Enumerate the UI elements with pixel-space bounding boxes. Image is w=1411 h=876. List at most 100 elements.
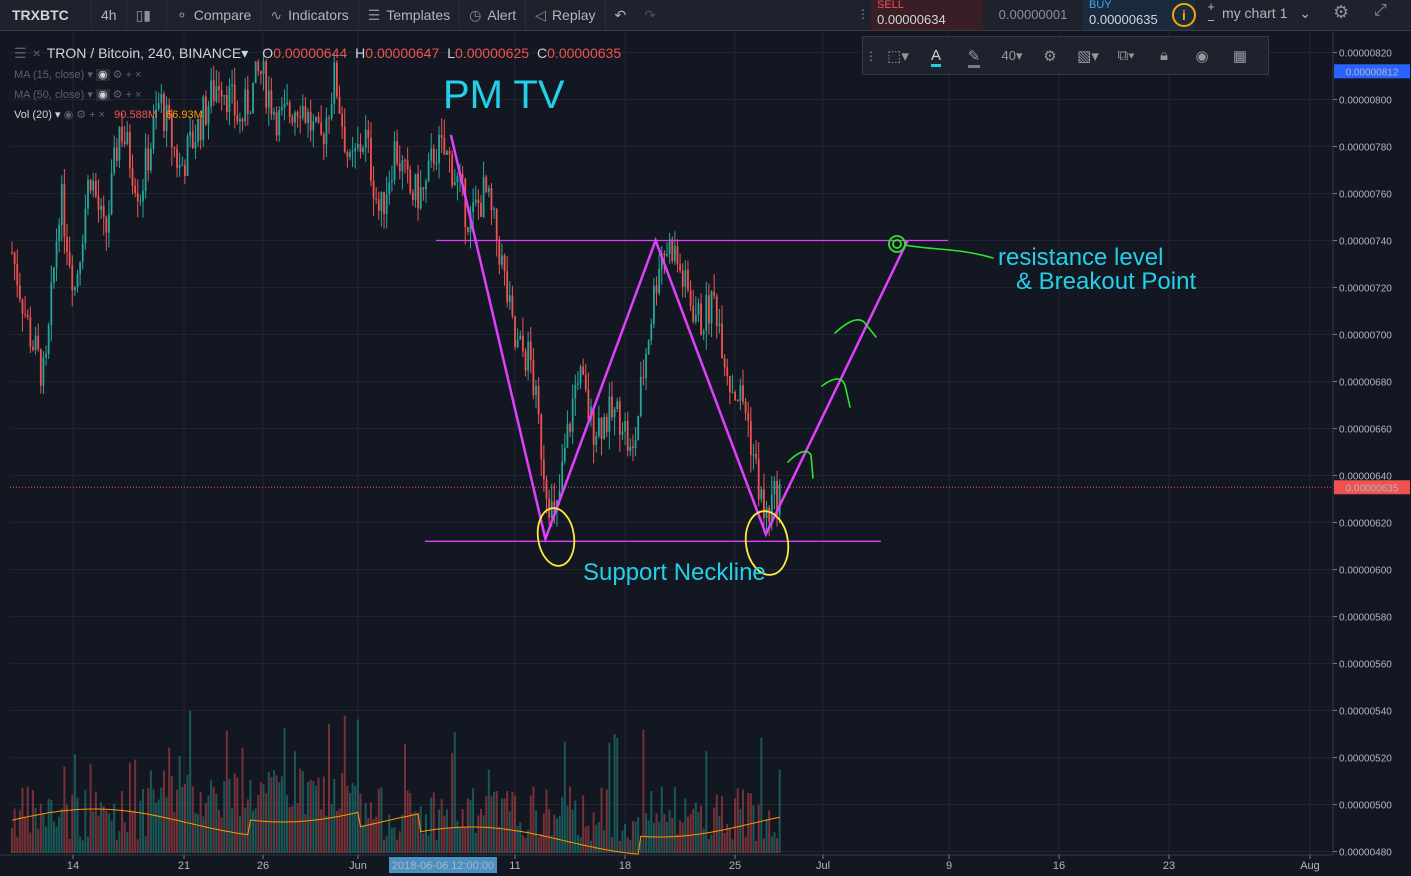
templates-button[interactable]: ☰ Templates	[359, 0, 461, 30]
plus-icon[interactable]: +	[1207, 0, 1215, 14]
lock-icon: 🔒︎	[1160, 47, 1168, 64]
eye-icon[interactable]: ◉	[63, 109, 74, 121]
breakout-label[interactable]: & Breakout Point	[1016, 268, 1197, 295]
prev-price-label: 0.00000812	[1334, 64, 1410, 79]
arrow-stroke-2	[821, 378, 851, 408]
pm-tv-label[interactable]: PM TV	[443, 73, 565, 117]
interval-button[interactable]: 4h	[92, 0, 127, 30]
candle-body	[108, 214, 110, 233]
volume-bar	[280, 776, 283, 853]
eye-icon[interactable]: ◉	[95, 89, 110, 101]
candle	[404, 157, 406, 174]
support-neckline-label[interactable]: Support Neckline	[583, 559, 766, 586]
sell-button[interactable]: SELL 0.00000634	[871, 0, 983, 30]
redo-button[interactable]: ↷	[635, 0, 665, 30]
clone-button[interactable]: ⧉▾	[1107, 47, 1145, 64]
volume-bar	[231, 808, 234, 853]
volume-legend[interactable]: Vol (20) ▾ ◉ ⚙ + × 90.588M 66.93M	[14, 109, 203, 121]
candle	[377, 191, 380, 220]
ma2-legend[interactable]: MA (50, close) ▾ ◉ ⚙ + ×	[14, 89, 142, 101]
candle-body	[592, 406, 595, 445]
volume-bar	[697, 811, 700, 853]
candle-body	[477, 199, 480, 204]
candle-body	[566, 424, 569, 448]
text-template-button[interactable]: ⬚▾	[879, 47, 917, 65]
ma1-legend[interactable]: MA (15, close) ▾ ◉ ⚙ + ×	[14, 69, 142, 81]
replay-button[interactable]: ◁ Replay	[526, 0, 606, 30]
text-color-button[interactable]: A	[917, 47, 955, 67]
candle	[275, 106, 278, 142]
compare-button[interactable]: ⚬ Compare	[167, 0, 262, 30]
candle-body	[330, 104, 333, 119]
plus-icon[interactable]: +	[89, 109, 96, 121]
resistance-label[interactable]: resistance level	[998, 244, 1164, 271]
candle-body	[346, 152, 349, 157]
lock-button[interactable]: 🔒︎	[1145, 47, 1183, 64]
info-icon[interactable]: i	[1172, 3, 1196, 27]
candle	[351, 136, 354, 168]
font-size-select[interactable]: 40▾	[1001, 47, 1023, 63]
drag-handle-icon[interactable]: ⋮	[857, 7, 869, 21]
volume-bar	[721, 796, 724, 853]
gear-icon[interactable]: ⚙	[76, 109, 87, 121]
gear-icon[interactable]: ⚙	[112, 89, 123, 101]
chart-type-button[interactable]: ▯▮	[127, 0, 167, 30]
candle-body	[736, 399, 739, 401]
alert-button[interactable]: ◷ Alert	[460, 0, 527, 30]
close-icon[interactable]: ×	[98, 109, 106, 121]
indicators-button[interactable]: ∿ Indicators	[261, 0, 359, 30]
minus-icon[interactable]: −	[1207, 13, 1215, 28]
ma1-label: MA (15, close)	[14, 69, 85, 81]
volume-bar	[514, 795, 517, 853]
volume-bar	[37, 828, 40, 853]
undo-button[interactable]: ↶	[606, 0, 636, 30]
volume-bar	[660, 786, 663, 853]
visual-order-button[interactable]: ▧▾	[1069, 47, 1107, 65]
compare-icon: ⚬	[176, 6, 188, 23]
volume-bar	[579, 837, 582, 853]
candle-body	[202, 96, 205, 141]
legend-close-icon[interactable]: ×	[32, 45, 41, 61]
eye-icon[interactable]: ◉	[95, 69, 110, 81]
legend-ham-icon[interactable]: ☰	[14, 45, 27, 61]
delete-button[interactable]: ▦	[1221, 47, 1259, 65]
legend-dropdown-icon[interactable]: ▾	[241, 45, 249, 61]
candle-body	[335, 62, 338, 97]
chart-layout-menu[interactable]: my chart 1 ⌄	[1222, 0, 1311, 30]
volume-bar	[121, 791, 124, 853]
close-icon[interactable]: ×	[135, 69, 142, 81]
plus-icon[interactable]: +	[125, 69, 132, 81]
symbol-search[interactable]: TRXBTC	[0, 0, 92, 30]
volume-bar	[529, 795, 532, 853]
volume-bar	[55, 826, 58, 853]
settings-button[interactable]: ⚙	[1031, 47, 1069, 65]
fullscreen-icon[interactable]: ⤢	[1374, 2, 1387, 19]
volume-bar	[545, 789, 548, 853]
drag-handle-icon[interactable]: ⋮	[865, 48, 877, 63]
candle-body	[60, 183, 63, 225]
volume-bar	[652, 822, 655, 853]
volume-bar	[301, 770, 304, 853]
candle	[157, 92, 160, 112]
candle-body	[584, 374, 587, 390]
hide-button[interactable]: ◉	[1183, 47, 1221, 65]
candle-body	[747, 412, 750, 421]
vol-ma-value: 66.93M	[166, 109, 203, 121]
candle	[81, 234, 84, 270]
plus-icon[interactable]: +	[125, 89, 132, 101]
volume-bar	[595, 824, 598, 853]
close-icon[interactable]: ×	[135, 89, 142, 101]
candle	[446, 149, 448, 155]
candle	[173, 146, 176, 158]
volume-bar	[542, 813, 545, 853]
candle	[477, 189, 480, 220]
series-legend: ☰ × TRON / Bitcoin, 240, BINANCE▾ O0.000006…	[14, 45, 621, 62]
settings-gear-icon[interactable]: ⚙	[1333, 2, 1350, 22]
arrow-stroke-1	[787, 450, 814, 479]
volume-bar	[582, 795, 585, 853]
candle	[650, 318, 653, 346]
border-color-button[interactable]: ✎	[955, 47, 993, 68]
candle	[123, 125, 126, 148]
gear-icon[interactable]: ⚙	[112, 69, 123, 81]
